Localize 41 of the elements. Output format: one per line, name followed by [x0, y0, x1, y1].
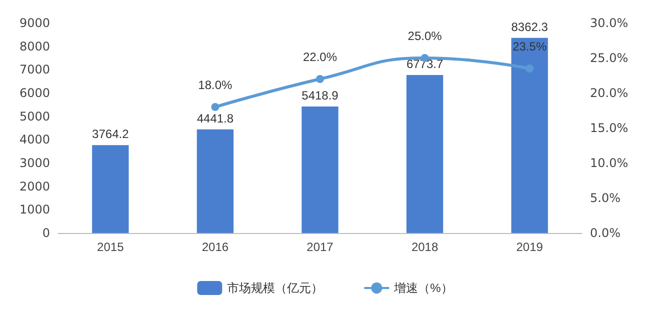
point [316, 75, 324, 83]
y-tick-label: 5000 [19, 109, 50, 124]
x-tick-label: 2017 [306, 240, 334, 254]
y2-tick-label: 15.0% [590, 121, 628, 135]
x-tick-label: 2018 [411, 240, 438, 254]
data-label: 23.5% [512, 40, 547, 54]
point [526, 64, 534, 72]
y2-tick-label: 5.0% [590, 191, 620, 205]
bar [196, 129, 234, 233]
legend-label: 市场规模（亿元） [227, 281, 324, 295]
bar [92, 145, 129, 233]
y-tick-label: 9000 [19, 16, 50, 30]
data-label: 22.0% [302, 50, 338, 64]
x-tick-label: 2015 [97, 240, 124, 254]
data-label: 8362.3 [511, 20, 548, 34]
y-tick-label: 2000 [19, 179, 50, 194]
bar [406, 74, 444, 233]
y-tick-label: 0 [42, 226, 50, 240]
data-label: 25.0% [408, 29, 442, 43]
data-label: 6773.7 [406, 56, 444, 71]
y2-tick-label: 10.0% [590, 156, 628, 170]
y2-tick-label: 0.0% [590, 226, 620, 240]
y-tick-label: 6000 [19, 86, 50, 100]
data-label: 5418.9 [302, 88, 339, 103]
point [211, 103, 220, 111]
x-tick-label: 2019 [516, 240, 544, 254]
y-tick-label: 7000 [19, 62, 50, 77]
data-label: 18.0% [198, 78, 233, 92]
y-tick-label: 3000 [19, 156, 50, 170]
y-tick-label: 4000 [19, 132, 50, 147]
y2-tick-label: 25.0% [590, 51, 628, 65]
bar [302, 106, 338, 233]
data-label: 4441.8 [196, 111, 234, 126]
y2-tick-label: 20.0% [590, 86, 628, 100]
legend-label: 增速（%） [393, 281, 453, 295]
y-tick-label: 1000 [19, 202, 50, 217]
x-tick-label: 2016 [202, 240, 229, 254]
bar [511, 38, 548, 233]
y-tick-label: 8000 [19, 39, 50, 54]
data-label: 3764.2 [92, 127, 130, 142]
y2-tick-label: 30.0% [590, 16, 628, 30]
